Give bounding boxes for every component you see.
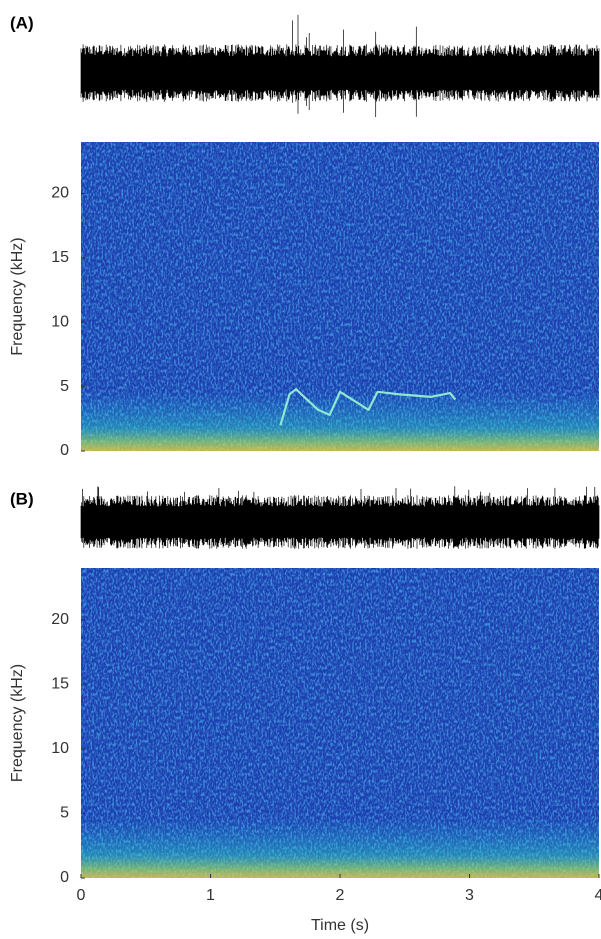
y-tick-label: 10	[51, 313, 69, 330]
x-tick-label: 3	[465, 887, 474, 904]
spectrogram-floor	[81, 818, 599, 878]
x-tick-label: 0	[77, 887, 86, 904]
y-axis-label: Frequency (kHz)	[9, 664, 26, 782]
panel-label: (A)	[10, 13, 34, 32]
y-tick-label: 0	[60, 442, 69, 459]
x-tick-label: 4	[595, 887, 601, 904]
y-axis-label: Frequency (kHz)	[9, 237, 26, 355]
y-tick-label: 5	[60, 805, 69, 822]
y-tick-label: 20	[51, 185, 69, 202]
y-tick-label: 5	[60, 378, 69, 395]
spectrogram-floor	[81, 391, 599, 451]
x-axis-label: Time (s)	[311, 917, 369, 934]
waveform	[80, 486, 600, 549]
x-tick-label: 2	[336, 887, 345, 904]
y-tick-label: 15	[51, 249, 69, 266]
y-tick-label: 10	[51, 740, 69, 757]
panel-label: (B)	[10, 489, 34, 508]
x-tick-label: 1	[206, 887, 215, 904]
whistle-contour	[279, 388, 457, 426]
y-tick-label: 20	[51, 611, 69, 628]
y-tick-label: 0	[60, 869, 69, 886]
y-tick-label: 15	[51, 675, 69, 692]
waveform	[80, 14, 600, 117]
